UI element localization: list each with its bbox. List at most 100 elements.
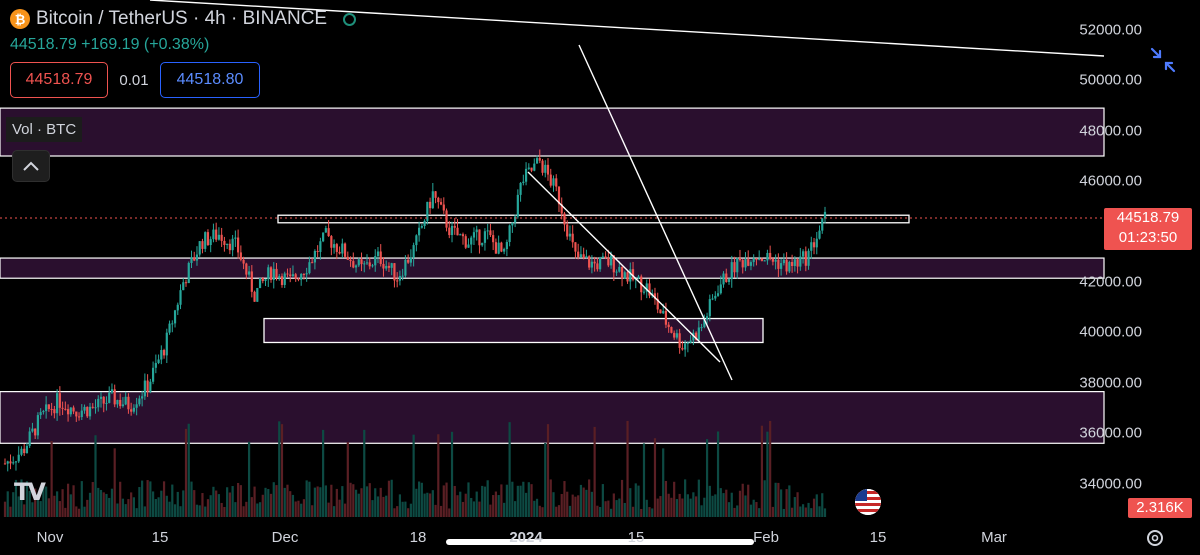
volume-bar xyxy=(590,491,593,517)
candle-body xyxy=(733,262,736,273)
volume-bar xyxy=(368,483,371,517)
volume-bar xyxy=(785,489,788,517)
support-resistance-zone[interactable] xyxy=(0,391,1105,444)
volume-bar xyxy=(45,486,48,517)
candle-body xyxy=(626,272,629,282)
volume-bar xyxy=(322,429,325,517)
candle-body xyxy=(453,225,456,228)
candle-body xyxy=(730,262,733,280)
candle-body xyxy=(788,262,791,272)
volume-bar xyxy=(398,494,402,517)
candle-body xyxy=(557,186,561,205)
candle-body xyxy=(456,227,459,236)
tradingview-logo[interactable]: TV xyxy=(14,478,46,506)
candle-body xyxy=(546,164,550,175)
time-tick: 18 xyxy=(409,529,427,546)
resistance-level-box[interactable] xyxy=(277,214,910,224)
chart-settings-button[interactable] xyxy=(1144,527,1166,549)
candle-body xyxy=(190,257,193,263)
volume-bar xyxy=(275,485,278,517)
trend-line[interactable] xyxy=(527,171,721,363)
support-level-box[interactable] xyxy=(263,317,764,344)
candle-body xyxy=(736,258,739,273)
volume-bar xyxy=(793,497,796,517)
candle-body xyxy=(741,260,744,268)
candle-body xyxy=(322,232,325,242)
fullscreen-collapse-button[interactable] xyxy=(1146,45,1180,75)
volume-bar xyxy=(294,501,297,517)
candle-body xyxy=(20,448,23,455)
trend-line[interactable] xyxy=(578,44,733,381)
volume-bar xyxy=(461,501,465,517)
candle-body xyxy=(461,234,465,237)
candle-body xyxy=(780,263,783,269)
volume-bar xyxy=(343,503,347,517)
candle-body xyxy=(398,276,402,281)
candle-body xyxy=(231,238,234,251)
volume-bar xyxy=(47,498,50,517)
candle-body xyxy=(297,278,300,280)
volume-bar xyxy=(341,486,344,517)
time-tick: Dec xyxy=(271,529,299,546)
collapse-indicators-button[interactable] xyxy=(12,150,50,182)
candle-body xyxy=(448,227,451,236)
candle-body xyxy=(782,259,785,264)
candle-body xyxy=(516,194,519,217)
candle-body xyxy=(151,367,155,382)
volume-bar xyxy=(722,493,725,517)
bitcoin-icon: ₿ xyxy=(10,9,30,29)
candle-body xyxy=(818,230,821,239)
volume-indicator-label[interactable]: Vol · BTC xyxy=(6,117,83,142)
candle-body xyxy=(204,232,207,249)
volume-bar xyxy=(149,481,152,517)
candle-body xyxy=(308,262,311,274)
candle-body xyxy=(258,278,262,288)
volume-bar xyxy=(716,431,720,517)
support-resistance-zone[interactable] xyxy=(0,107,1105,157)
volume-bar xyxy=(69,494,72,517)
candle-body xyxy=(217,234,221,240)
volume-bar xyxy=(730,492,733,517)
candle-body xyxy=(442,204,445,211)
candle-body xyxy=(6,461,9,464)
candle-body xyxy=(749,262,753,266)
candle-body xyxy=(77,416,81,418)
volume-bar xyxy=(75,506,78,517)
candle-body xyxy=(269,267,273,280)
volume-bar xyxy=(453,485,456,517)
volume-bar xyxy=(522,481,525,517)
support-resistance-zone[interactable] xyxy=(0,257,1105,279)
volume-bar xyxy=(596,505,599,517)
candle-body xyxy=(141,396,144,399)
sell-button[interactable]: 44518.79 xyxy=(10,62,108,98)
candle-body xyxy=(119,399,122,407)
volume-bar xyxy=(579,484,583,517)
time-tick: 2024 xyxy=(509,529,543,546)
candle-body xyxy=(486,230,489,232)
candle-body xyxy=(300,273,303,280)
volume-bar xyxy=(357,493,360,517)
symbol-title[interactable]: Bitcoin / TetherUS · 4h · BINANCE xyxy=(36,8,328,29)
volume-bar xyxy=(818,506,821,517)
candle-body xyxy=(612,255,615,273)
candle-body xyxy=(667,324,670,328)
current-price-tag: 44518.79 01:23:50 xyxy=(1104,208,1192,250)
buy-button[interactable]: 44518.80 xyxy=(160,62,260,98)
candle-body xyxy=(368,262,371,267)
candle-body xyxy=(722,273,725,285)
candle-body xyxy=(42,411,45,413)
candle-body xyxy=(157,359,160,364)
volume-bar xyxy=(382,496,385,517)
candle-body xyxy=(527,167,530,169)
volume-bar xyxy=(286,484,289,517)
us-flag-icon[interactable] xyxy=(855,489,881,515)
candle-body xyxy=(483,231,487,243)
candle-body xyxy=(130,409,133,412)
volume-bar xyxy=(423,493,426,517)
volume-bar xyxy=(113,448,116,517)
candle-body xyxy=(182,282,185,291)
volume-bar xyxy=(360,488,363,517)
time-tick: 15 xyxy=(151,529,169,546)
trend-line[interactable] xyxy=(149,0,1105,57)
